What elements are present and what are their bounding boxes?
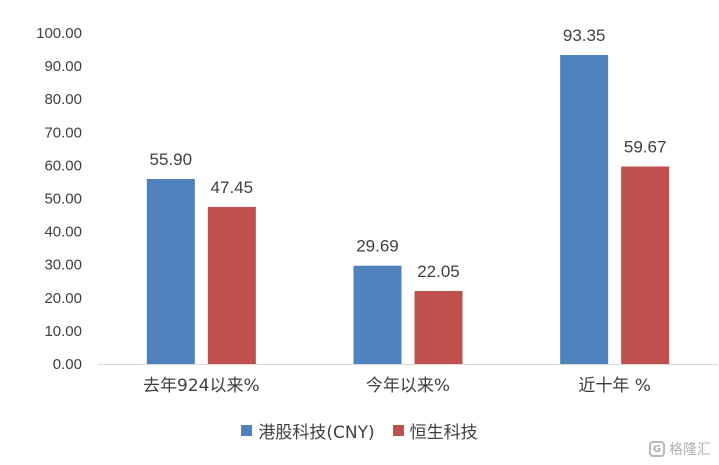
data-label-series-1-1: 55.90 [150,150,193,169]
legend: 港股科技(CNY) 恒生科技 [0,418,719,443]
bars-group [146,55,670,364]
legend-label-series-1: 港股科技(CNY) [258,423,375,443]
data-label-series-2-1: 47.45 [211,178,254,197]
y-tick-label: 20.00 [44,290,82,307]
data-labels-group: 55.90 47.45 29.69 22.05 93.35 59.67 [150,26,667,281]
bar-series-2-3 [621,166,670,364]
y-tick-label: 70.00 [44,124,82,141]
y-tick-label: 40.00 [44,224,82,241]
data-label-series-2-3: 59.67 [624,137,667,156]
x-category-label: 今年以来% [366,376,450,396]
bar-series-2-2 [414,291,463,364]
y-tick-label: 60.00 [44,157,82,174]
data-label-series-1-2: 29.69 [356,237,399,256]
watermark-text: 格隆汇 [669,442,711,458]
legend-item-series-1: 港股科技(CNY) [241,418,375,443]
data-label-series-1-3: 93.35 [563,26,606,45]
y-tick-label: 50.00 [44,191,82,208]
bar-series-1-3 [560,55,609,364]
x-category-label: 近十年 % [578,376,651,396]
legend-item-series-2: 恒生科技 [392,418,478,443]
x-axis: 去年924以来% 今年以来% 近十年 % [98,364,718,396]
legend-label-series-2: 恒生科技 [409,423,478,443]
y-tick-label: 100.00 [36,25,82,42]
legend-swatch-series-1 [241,425,253,436]
y-tick-label: 80.00 [44,91,82,108]
y-tick-label: 90.00 [44,58,82,75]
watermark: G 格隆汇 [649,439,711,459]
y-tick-label: 30.00 [44,257,82,274]
bar-series-2-1 [207,206,256,364]
bar-series-1-1 [146,178,195,364]
y-tick-label: 0.00 [53,356,82,373]
y-axis: 0.00 10.00 20.00 30.00 40.00 50.00 60.00 70.00 8… [36,25,82,373]
x-category-label: 去年924以来% [143,376,260,396]
watermark-logo-icon: G [649,441,665,457]
data-label-series-2-2: 22.05 [417,262,460,281]
legend-swatch-series-2 [392,425,404,436]
bar-series-1-2 [353,265,402,364]
y-tick-label: 10.00 [44,323,82,340]
